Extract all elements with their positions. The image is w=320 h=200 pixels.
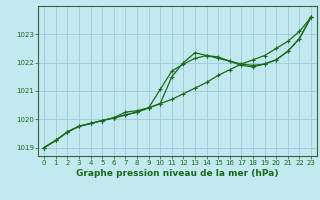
X-axis label: Graphe pression niveau de la mer (hPa): Graphe pression niveau de la mer (hPa) bbox=[76, 169, 279, 178]
